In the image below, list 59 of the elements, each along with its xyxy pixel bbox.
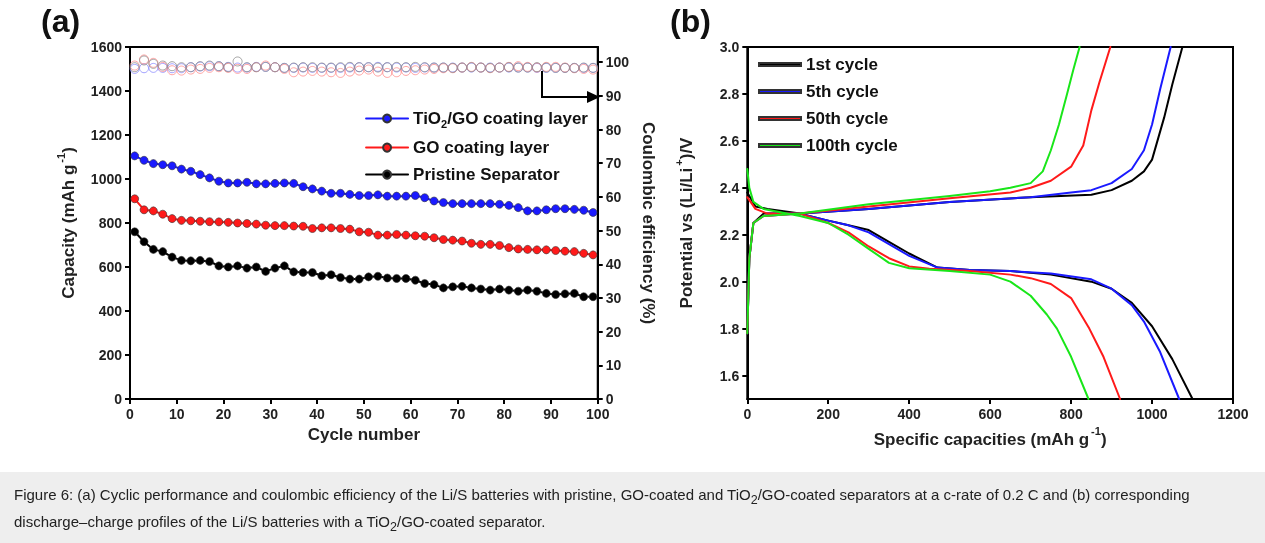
y2-tick-label: 10: [605, 357, 622, 374]
legend-label: GO coating layer: [413, 138, 550, 158]
x-tick-label: 60: [402, 406, 419, 422]
y-tick-label: 1600: [90, 39, 123, 55]
y-tick-label: 1.8: [719, 320, 740, 337]
x-tick-label: 70: [449, 406, 466, 422]
y-tick-label: 2.6: [719, 132, 740, 149]
legend-label: 1st cycle: [806, 55, 878, 74]
y-tick-label: 1.6: [719, 367, 740, 384]
y2-tick-label: 90: [605, 87, 622, 104]
y-tick-label: 3.0: [719, 39, 740, 55]
y2-tick-label: 40: [605, 256, 622, 273]
chart-title: (b): [670, 3, 711, 39]
y-tick-label: 2.0: [719, 273, 740, 290]
chart-title: (a): [41, 3, 81, 39]
y2-tick-label: 20: [605, 323, 622, 340]
x-tick-label: 800: [1059, 406, 1083, 422]
y-tick-label: 1000: [90, 171, 123, 187]
x-axis-title: Cycle number: [307, 424, 421, 444]
x-tick-label: 90: [543, 406, 559, 422]
x-tick-label: 30: [262, 406, 279, 422]
y-tick-label: 0: [114, 391, 123, 407]
x-tick-label: 50: [356, 406, 372, 422]
x-tick-label: 10: [168, 406, 185, 422]
y2-tick-label: 60: [605, 188, 622, 205]
y-tick-label: 1200: [90, 127, 123, 143]
y-tick-label: 2.8: [719, 85, 740, 102]
x-tick-label: 0: [743, 406, 752, 422]
y-tick-label: 1400: [90, 83, 123, 99]
x-tick-label: 0: [126, 406, 135, 422]
y-axis-title: Potential vs (Li/Li+)/V: [672, 136, 696, 309]
y-tick-label: 400: [98, 303, 123, 319]
y2-tick-label: 50: [605, 222, 622, 239]
x-tick-label: 1000: [1136, 406, 1168, 422]
x-tick-label: 1200: [1217, 406, 1249, 422]
x-tick-label: 100: [586, 406, 610, 422]
y2-tick-label: 80: [605, 121, 622, 138]
y2-tick-label: 70: [605, 155, 622, 172]
legend-label: Pristine Separator: [413, 165, 560, 185]
y-tick-label: 2.2: [719, 226, 740, 243]
y-tick-label: 200: [98, 347, 123, 363]
y2-axis-title: Coulombic efficiency (%): [639, 121, 658, 325]
x-tick-label: 400: [897, 406, 922, 422]
x-tick-label: 200: [816, 406, 841, 422]
text: Figure 6: (a) Cyclic performance and coulombic efficiency of the Li/S batteries with pristine, GO-coated and TiO$_{2}$/GO-coated separators at a c-rate of 0.2 C and (b) corresponding discharge–charge profiles of the Li/S batteries with a TiO$_{2}$/GO-coated separator.: [14, 486, 1190, 534]
legend-label: 100th cycle: [806, 136, 898, 155]
y2-tick-label: 100: [605, 54, 630, 71]
x-tick-label: 20: [215, 406, 232, 422]
x-tick-label: 80: [496, 406, 513, 422]
y2-tick-label: 30: [605, 289, 622, 306]
legend-label: 5th cycle: [806, 82, 879, 101]
x-tick-label: 600: [978, 406, 1003, 422]
y-axis-title: Capacity (mAh g-1): [55, 147, 79, 299]
y-tick-label: 600: [98, 259, 123, 275]
y-tick-label: 800: [98, 215, 123, 231]
legend-label: 50th cycle: [806, 109, 889, 128]
y2-tick-label: 0: [605, 391, 614, 407]
y-tick-label: 2.4: [719, 179, 740, 196]
x-tick-label: 40: [309, 406, 326, 422]
